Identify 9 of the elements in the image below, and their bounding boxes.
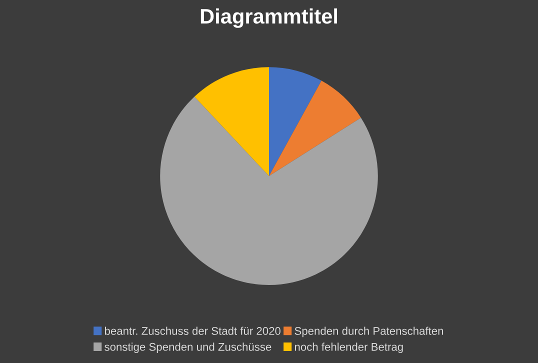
pie-slice [269,80,361,176]
pie-slice [194,67,269,176]
legend-label: noch fehlender Betrag [294,342,403,353]
legend-label: beantr. Zuschuss der Stadt für 2020 [104,326,280,335]
legend-label: Spenden durch Patenschaften [294,326,444,338]
pie-slice [269,67,322,176]
chart-title: Diagrammtitel [200,8,337,28]
pie-slice [160,96,378,285]
legend-label: sonstige Spenden und Zuschüsse [104,342,272,353]
